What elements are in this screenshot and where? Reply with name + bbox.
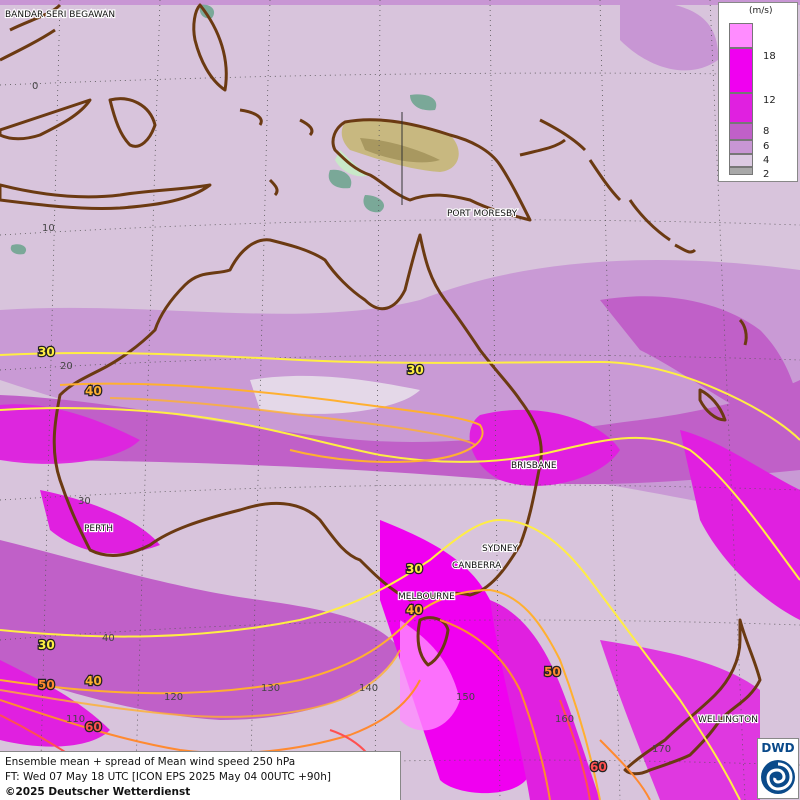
caption-copyright: ©2025 Deutscher Wetterdienst — [5, 786, 191, 798]
legend-swatch-0-2 — [729, 167, 753, 175]
contour-label-40: 40 — [85, 384, 102, 398]
new-guinea-terrain — [10, 4, 459, 255]
contour-label-40: 40 — [85, 674, 102, 688]
legend-tick: 8 — [763, 126, 770, 137]
dwd-swirl-icon — [761, 760, 795, 794]
longitude-label: 110 — [66, 714, 85, 725]
city-label-canberra: CANBERRA — [452, 561, 502, 571]
legend-swatch-2-4 — [729, 154, 753, 167]
legend-unit: (m/s) — [749, 6, 773, 16]
city-label-wellington: WELLINGTON — [698, 715, 758, 725]
legend-tick: 4 — [763, 155, 770, 166]
map-caption: Ensemble mean + spread of Mean wind spee… — [0, 751, 401, 800]
longitude-label: 170 — [652, 744, 671, 755]
contour-label-60: 60 — [85, 720, 102, 734]
dwd-logo-text: DWD — [761, 741, 795, 755]
city-label-melbourne: MELBOURNE — [398, 592, 455, 602]
contour-label-60: 60 — [590, 760, 607, 774]
legend-tick: 6 — [763, 141, 770, 152]
latitude-label: 20 — [60, 361, 73, 372]
legend-swatch-4-6 — [729, 140, 753, 154]
contour-label-50: 50 — [544, 665, 561, 679]
color-legend: (m/s) 18 12 8 6 4 2 — [718, 2, 798, 182]
graticule-labels: 0 10 20 30 40 110 120 130 140 150 160 17… — [32, 81, 671, 755]
longitude-label: 150 — [456, 692, 475, 703]
contour-label-30: 30 — [38, 638, 55, 652]
coastlines — [0, 3, 762, 776]
dwd-logo: DWD — [757, 738, 799, 799]
legend-swatch-18-plus — [729, 23, 753, 48]
latitude-label: 10 — [42, 223, 55, 234]
contour-label-40: 40 — [406, 603, 423, 617]
contour-label-30: 30 — [406, 562, 423, 576]
legend-tick: 18 — [763, 51, 776, 62]
latitude-label: 30 — [78, 496, 91, 507]
contour-label-30: 30 — [38, 345, 55, 359]
legend-swatch-12-18 — [729, 48, 753, 93]
legend-tick: 12 — [763, 95, 776, 106]
legend-swatch-6-8 — [729, 123, 753, 140]
city-label-port-moresby: PORT MORESBY — [447, 209, 518, 219]
city-label-bandar-seri-begawan: BANDAR SERI BEGAWAN — [5, 10, 115, 20]
longitude-label: 140 — [359, 683, 378, 694]
contour-labels: 30 30 40 30 40 30 50 40 60 50 60 — [37, 344, 608, 776]
contour-label-50: 50 — [38, 678, 55, 692]
caption-forecast-time: FT: Wed 07 May 18 UTC [ICON EPS 2025 May… — [5, 771, 331, 783]
latitude-label: 40 — [102, 633, 115, 644]
longitude-label: 130 — [261, 683, 280, 694]
longitude-label: 160 — [555, 714, 574, 725]
city-labels: BANDAR SERI BEGAWAN PORT MORESBY BRISBAN… — [4, 9, 759, 726]
city-label-perth: PERTH — [84, 524, 113, 534]
legend-swatch-8-12 — [729, 93, 753, 123]
legend-tick: 2 — [763, 169, 770, 180]
latitude-label: 0 — [32, 81, 38, 92]
longitude-label: 120 — [164, 692, 183, 703]
city-label-brisbane: BRISBANE — [511, 461, 557, 471]
caption-title: Ensemble mean + spread of Mean wind spee… — [5, 756, 296, 768]
city-label-sydney: SYDNEY — [482, 544, 519, 554]
contour-label-30: 30 — [407, 363, 424, 377]
